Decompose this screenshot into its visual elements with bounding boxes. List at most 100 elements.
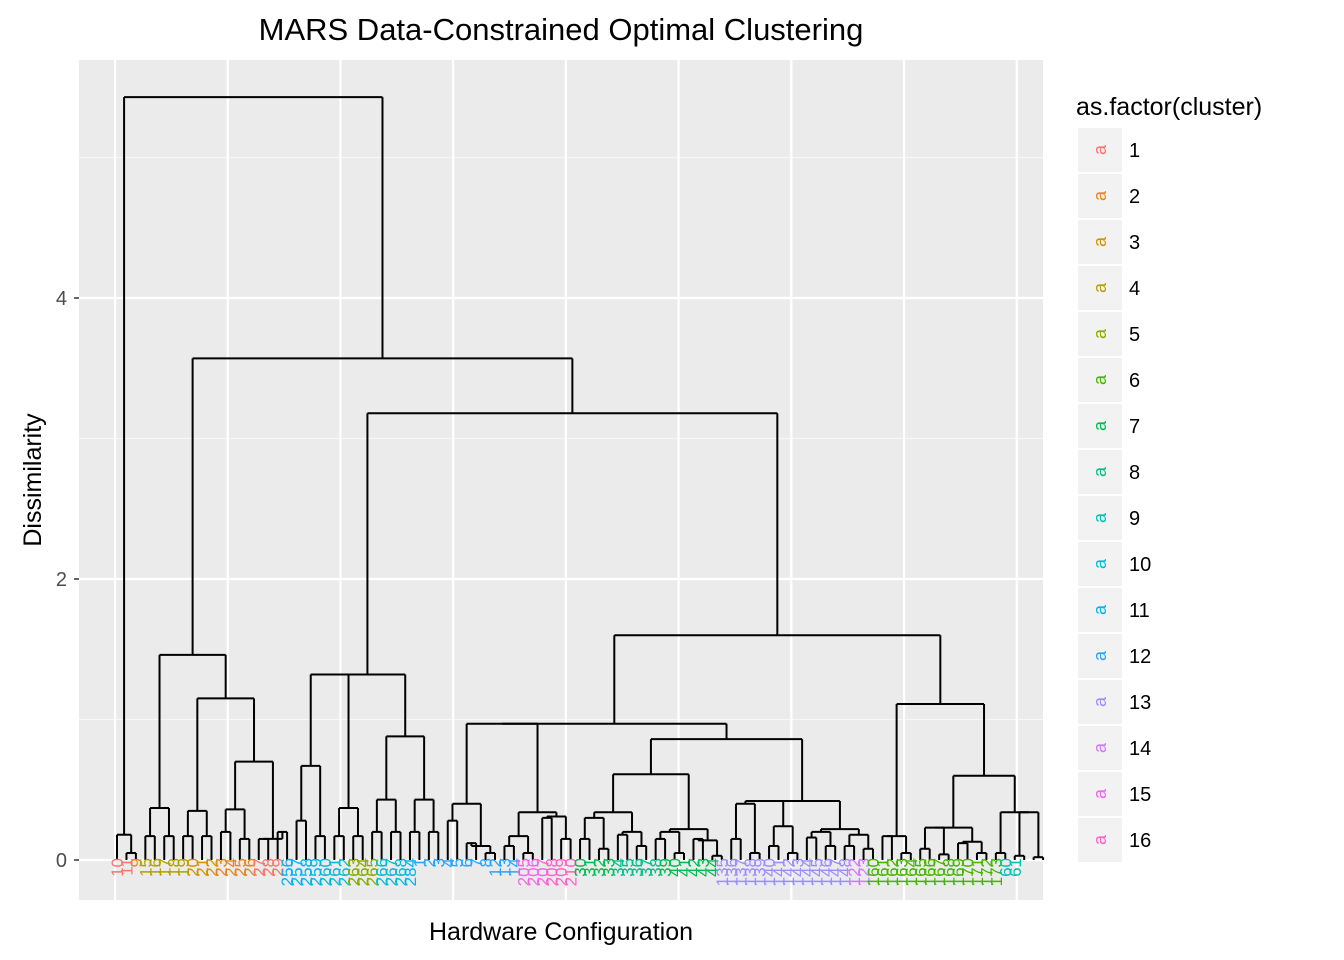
leaf-label: 260	[316, 858, 335, 886]
leaf-label: 9	[127, 858, 146, 867]
dendrogram-links	[116, 96, 1045, 860]
leaf-label: 27	[250, 858, 269, 877]
y-tick-label: 0	[56, 850, 67, 872]
leaf-label: 17	[155, 858, 174, 877]
leaf-label: 31	[581, 858, 600, 877]
leaf-label: 123	[855, 858, 874, 886]
leaf-label: 39	[656, 858, 675, 877]
legend-key-glyph: a	[1090, 788, 1110, 799]
legend-key	[1078, 312, 1122, 356]
legend-label: 9	[1129, 508, 1140, 530]
leaf-label: 135	[713, 858, 732, 886]
leaf-label: 143	[788, 858, 807, 886]
y-tick-label: 4	[56, 288, 67, 310]
leaf-label: 1	[410, 858, 429, 867]
leaf-label: 165	[911, 858, 930, 886]
leaf-label: 13	[495, 858, 514, 877]
leaf-label: 207	[533, 858, 552, 886]
leaf-label: 33	[599, 858, 618, 877]
legend-key-glyph: a	[1090, 466, 1110, 477]
leaf-label: 42	[684, 858, 703, 877]
legend-key-glyph: a	[1090, 604, 1110, 615]
legend-key-glyph: a	[1090, 328, 1110, 339]
leaf-label: 14	[505, 858, 524, 877]
x-axis-title: Hardware Configuration	[429, 918, 693, 946]
leaf-label: 122	[845, 858, 864, 886]
leaf-label: 261	[325, 858, 344, 886]
leaf-label: 60	[996, 858, 1015, 877]
leaf-label: 259	[306, 858, 325, 886]
leaf-label: 264	[354, 858, 373, 886]
leaf-label: 162	[883, 858, 902, 886]
leaf-label: 148	[836, 858, 855, 886]
leaf-label: 267	[382, 858, 401, 886]
leaf-label: 268	[392, 858, 411, 886]
leaf-label: 205	[514, 858, 533, 886]
leaf-label: 137	[732, 858, 751, 886]
leaf-label: 256	[278, 858, 297, 886]
legend-key	[1078, 220, 1122, 264]
leaf-label: 35	[618, 858, 637, 877]
leaf-label: 209	[552, 858, 571, 886]
leaf-label: 3	[429, 858, 448, 867]
leaf-label: 164	[902, 858, 921, 886]
leaf-label: 140	[760, 858, 779, 886]
leaf-label: 142	[779, 858, 798, 886]
leaf-label: 32	[590, 858, 609, 877]
leaf-label: 141	[770, 858, 789, 886]
legend-key-glyph: a	[1090, 190, 1110, 201]
leaf-label: 136	[722, 858, 741, 886]
leaf-label: 22	[203, 858, 222, 877]
legend-label: 2	[1129, 186, 1140, 208]
legend-label: 8	[1129, 462, 1140, 484]
leaf-label: 38	[647, 858, 666, 877]
leaf-label: 166	[921, 858, 940, 886]
leaf-label: 11	[117, 858, 136, 876]
chart-title: MARS Data-Constrained Optimal Clustering	[259, 12, 864, 47]
legend-key	[1078, 634, 1122, 678]
leaf-label: 263	[344, 858, 363, 886]
legend-key	[1078, 174, 1122, 218]
leaf-label: 139	[751, 858, 770, 886]
legend-key	[1078, 542, 1122, 586]
leaf-label: 144	[798, 858, 817, 886]
leaf-label: 5	[448, 858, 467, 867]
leaf-label: 44	[703, 858, 722, 877]
legend-label: 3	[1129, 232, 1140, 254]
legend-key-glyph: a	[1090, 512, 1110, 523]
legend-key-glyph: a	[1090, 696, 1110, 707]
leaf-label: 147	[826, 858, 845, 886]
leaf-labels: 1011915161718192021222324252627282925625…	[108, 858, 1025, 886]
leaf-label: 284	[401, 858, 420, 886]
leaf-label: 161	[873, 858, 892, 886]
leaf-label: 30	[571, 858, 590, 877]
leaf-label: 19	[174, 858, 193, 877]
legend-key	[1078, 588, 1122, 632]
legend-key	[1078, 818, 1122, 862]
legend-key-glyph: a	[1090, 374, 1110, 385]
legend-label: 13	[1129, 692, 1151, 714]
legend-key-glyph: a	[1090, 742, 1110, 753]
leaf-label: 8	[477, 858, 496, 867]
leaf-label: 210	[562, 858, 581, 886]
plot-panel	[79, 60, 1043, 900]
legend-label: 7	[1129, 416, 1140, 438]
leaf-label: 34	[609, 858, 628, 877]
leaf-label: 7	[467, 858, 486, 867]
legend-label: 16	[1129, 830, 1151, 852]
legend-key	[1078, 450, 1122, 494]
leaf-label: 41	[675, 858, 694, 877]
legend-label: 5	[1129, 324, 1140, 346]
leaf-label: 266	[373, 858, 392, 886]
leaf-label: 43	[694, 858, 713, 877]
legend-label: 10	[1129, 554, 1151, 576]
leaf-label: 21	[193, 858, 212, 877]
leaf-label: 4	[439, 858, 458, 867]
legend-key	[1078, 680, 1122, 724]
legend-label: 4	[1129, 278, 1140, 300]
legend-key-glyph: a	[1090, 650, 1110, 661]
leaf-label: 23	[212, 858, 231, 877]
leaf-label: 29	[269, 858, 288, 877]
leaf-label: 15	[136, 858, 155, 877]
leaf-label: 2	[420, 858, 439, 867]
